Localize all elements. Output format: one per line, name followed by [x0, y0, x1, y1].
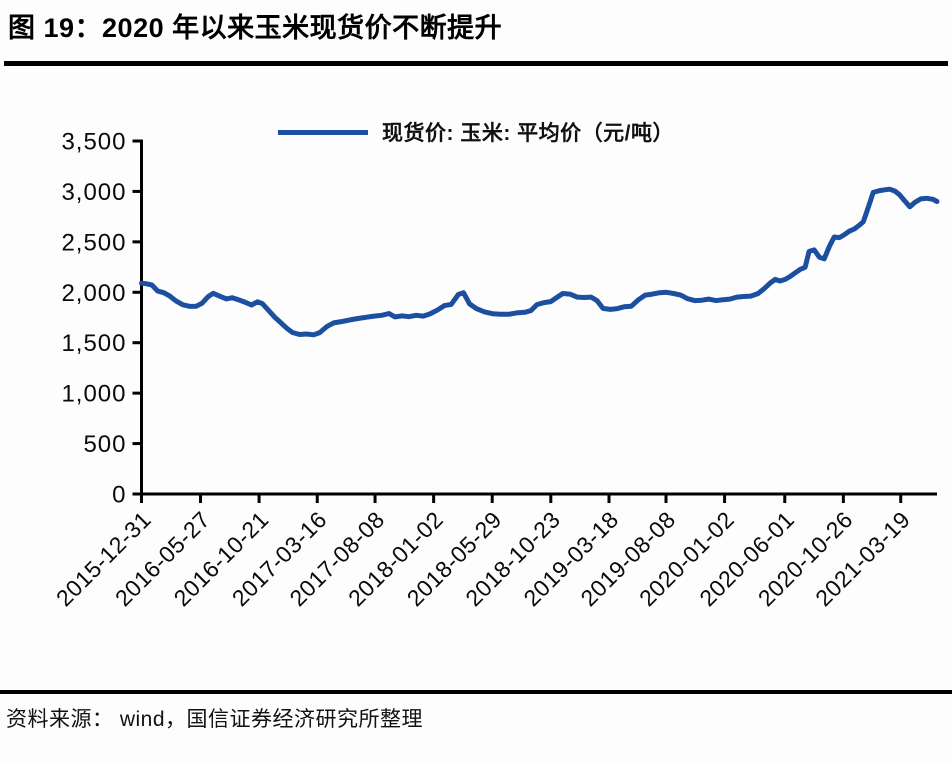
legend-line-swatch — [278, 129, 368, 135]
y-tick-label: 0 — [112, 482, 126, 509]
price-line — [139, 186, 940, 338]
footer-divider — [0, 690, 952, 694]
chart-legend: 现货价: 玉米: 平均价（元/吨） — [0, 117, 952, 147]
y-tick-label: 2,500 — [61, 229, 126, 256]
y-tick-label: 2,000 — [61, 280, 126, 307]
y-tick-label: 500 — [83, 431, 126, 458]
y-tick-label: 1,000 — [61, 381, 126, 408]
figure-title: 图 19：2020 年以来玉米现货价不断提升 — [8, 13, 503, 43]
y-tick-label: 3,500 — [61, 129, 126, 156]
title-divider — [4, 61, 948, 66]
source-note: 资料来源： wind，国信证券经济研究所整理 — [6, 708, 424, 731]
y-tick-label: 3,000 — [61, 179, 126, 206]
legend-label: 现货价: 玉米: 平均价（元/吨） — [382, 122, 674, 145]
y-tick-label: 1,500 — [61, 330, 126, 357]
